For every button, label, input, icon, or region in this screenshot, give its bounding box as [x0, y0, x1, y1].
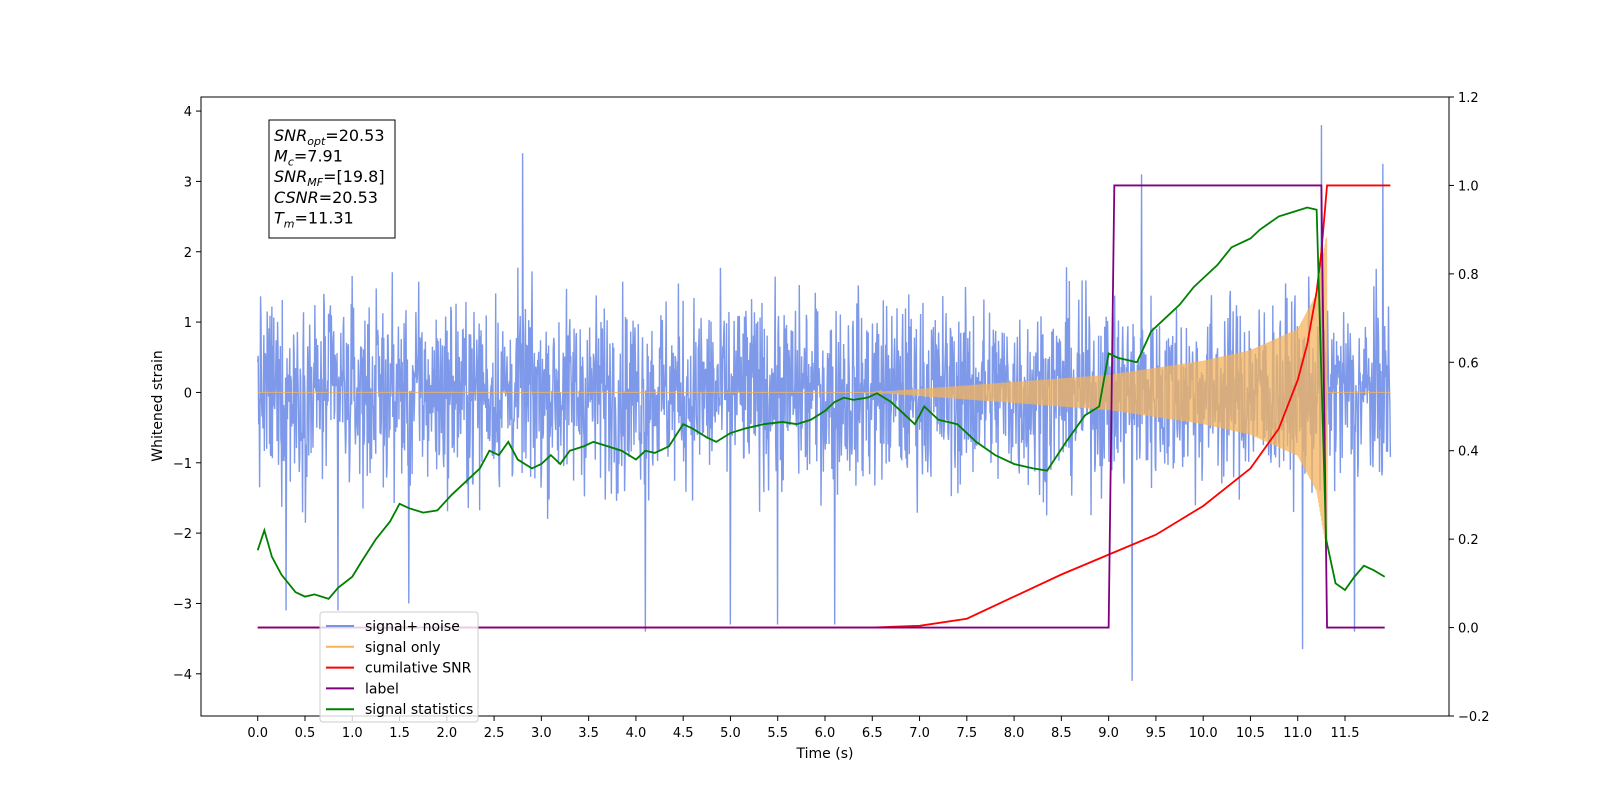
y-tick-label-left: 4: [184, 105, 192, 120]
legend-label: signal statistics: [365, 702, 473, 718]
info-subscript: m: [284, 217, 295, 230]
x-tick-label: 1.0: [342, 726, 363, 741]
x-tick-label: 5.5: [767, 726, 788, 741]
y-tick-label-right: −0.2: [1458, 710, 1490, 725]
y-tick-label-left: −1: [173, 457, 192, 472]
y-axis-label-left: Whitened strain: [150, 350, 166, 461]
series-line-label: [257, 184, 1385, 629]
x-tick-label: 10.0: [1189, 726, 1218, 741]
info-value: =[19.8]: [323, 167, 385, 186]
legend: signal+ noise signal only cumilative SNR la…: [319, 611, 479, 723]
info-symbol: SNR: [274, 126, 307, 145]
info-box-line: SNRopt=20.53: [274, 126, 385, 148]
x-tick-label: 11.5: [1331, 726, 1360, 741]
y-tick-label-right: 0.4: [1458, 445, 1479, 460]
info-symbol: M: [274, 147, 288, 166]
info-subscript: c: [288, 156, 294, 169]
info-symbol: SNR: [274, 167, 307, 186]
y-tick-label-left: −3: [173, 597, 192, 612]
x-tick-label: 8.0: [1004, 726, 1025, 741]
x-axis-label: Time (s): [796, 746, 854, 762]
x-tick-label: 7.5: [956, 726, 977, 741]
y-tick-label-right: 0.2: [1458, 533, 1479, 548]
x-tick-label: 6.0: [815, 726, 836, 741]
x-tick-label: 2.0: [436, 726, 457, 741]
x-tick-label: 9.0: [1098, 726, 1119, 741]
y-tick-label-left: 3: [184, 175, 192, 190]
legend-label: signal only: [365, 640, 440, 656]
y-tick-label-right: 1.0: [1458, 179, 1479, 194]
x-tick-label: 4.0: [626, 726, 647, 741]
y-tick-label-left: −4: [173, 668, 192, 683]
legend-label: cumilative SNR: [365, 661, 472, 677]
info-box-line: Tm=11.31: [274, 208, 354, 230]
y-tick-label-right: 0.6: [1458, 356, 1479, 371]
info-box-line: CSNR=20.53: [274, 188, 378, 207]
info-subscript: MF: [307, 176, 323, 189]
x-tick-label: 3.0: [531, 726, 552, 741]
info-box-line: Mc=7.91: [274, 147, 343, 169]
info-value: =20.53: [319, 188, 378, 207]
y-tick-label-left: 2: [184, 246, 192, 261]
info-symbol: T: [274, 208, 285, 227]
y-tick-label-left: 0: [184, 386, 192, 401]
legend-frame: [319, 611, 479, 723]
x-tick-label: 4.5: [673, 726, 694, 741]
info-value: =11.31: [295, 208, 354, 227]
y-tick-label-right: 0.0: [1458, 622, 1479, 637]
x-tick-label: 8.5: [1051, 726, 1072, 741]
x-tick-label: 9.5: [1146, 726, 1167, 741]
x-tick-label: 10.5: [1236, 726, 1265, 741]
y-tick-label-right: 0.8: [1458, 268, 1479, 283]
info-subscript: opt: [307, 135, 326, 148]
legend-label: signal+ noise: [365, 619, 460, 635]
info-box-frame: [268, 119, 396, 239]
info-symbol: CSNR: [274, 188, 319, 207]
x-tick-label: 2.5: [484, 726, 505, 741]
info-box: SNRopt=20.53Mc=7.91SNRMF=[19.8]CSNR=20.5…: [268, 119, 396, 239]
y-tick-label-right: 1.2: [1458, 91, 1479, 106]
series-line-signal-statistics: [256, 206, 1386, 600]
x-tick-label: 7.0: [909, 726, 930, 741]
info-value: =7.91: [294, 147, 343, 166]
y-tick-label-left: −2: [173, 527, 192, 542]
y-tick-label-left: 1: [184, 316, 192, 331]
info-value: =20.53: [325, 126, 384, 145]
x-tick-label: 11.0: [1283, 726, 1312, 741]
x-tick-label: 6.5: [862, 726, 883, 741]
x-tick-label: 3.5: [578, 726, 599, 741]
series-line-signal-only: [257, 237, 1391, 548]
x-tick-label: 1.5: [389, 726, 410, 741]
x-tick-label: 5.0: [720, 726, 741, 741]
x-tick-label: 0.0: [247, 726, 268, 741]
info-box-line: SNRMF=[19.8]: [274, 167, 385, 189]
legend-label: label: [365, 681, 399, 697]
x-tick-label: 0.5: [295, 726, 316, 741]
